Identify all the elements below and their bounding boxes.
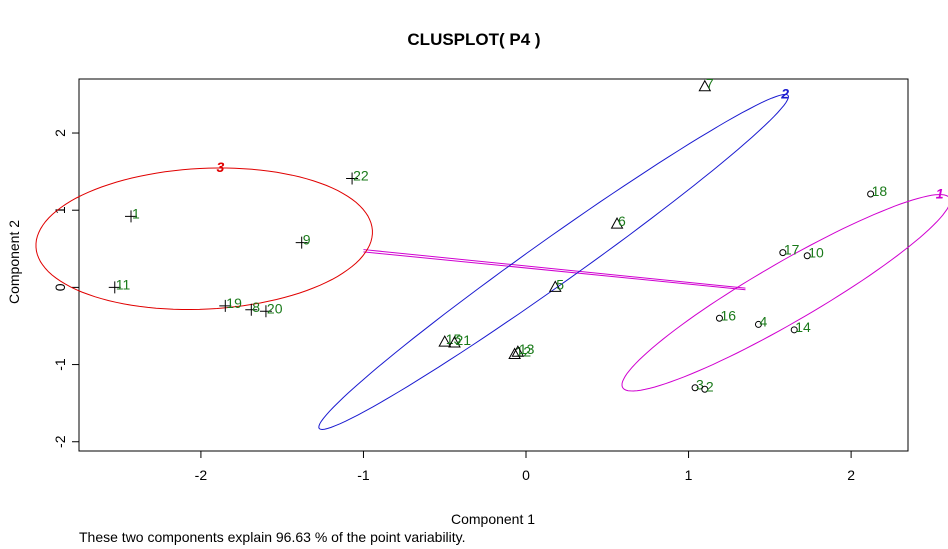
data-point-label-12: 12: [516, 344, 532, 360]
data-point-label-10: 10: [808, 245, 824, 261]
data-point-label-5: 5: [556, 276, 564, 292]
data-point-17: [779, 249, 787, 257]
x-tick-label: -2: [195, 467, 208, 483]
data-point-label-3: 3: [696, 377, 704, 393]
y-tick-label: 1: [52, 206, 68, 214]
data-point-14: [790, 326, 798, 334]
data-point-3: [691, 384, 699, 392]
cluster-2-label: 2: [780, 85, 789, 101]
data-point-label-4: 4: [759, 313, 767, 329]
data-point-label-11: 11: [116, 276, 131, 292]
y-tick-label: 0: [52, 283, 68, 291]
x-tick-label: 1: [685, 467, 693, 483]
data-point-8: [245, 303, 258, 316]
y-tick-label: -1: [52, 358, 68, 371]
data-point-label-8: 8: [252, 299, 260, 315]
y-axis-label: Component 2: [6, 219, 22, 305]
cluster-connector-line: [363, 251, 746, 291]
data-point-10: [803, 252, 811, 260]
data-point-12: [508, 347, 521, 360]
data-point-label-13: 13: [519, 341, 535, 357]
data-point-label-16: 16: [720, 307, 736, 323]
data-point-11: [108, 281, 121, 294]
data-point-15: [438, 335, 452, 347]
x-axis-label: Component 1: [450, 511, 536, 527]
data-point-19: [219, 299, 232, 312]
data-point-label-19: 19: [226, 295, 242, 311]
data-point-label-9: 9: [303, 232, 311, 248]
data-point-16: [715, 314, 723, 322]
x-tick-label: 2: [847, 467, 855, 483]
data-point-label-1: 1: [132, 205, 140, 221]
data-point-13: [511, 345, 525, 357]
cluster-3-ellipse: [35, 167, 373, 310]
data-point-21: [448, 335, 461, 348]
data-point-2: [701, 385, 709, 393]
cluster-3-label: 3: [217, 159, 225, 175]
data-point-label-6: 6: [618, 213, 626, 229]
data-point-18: [867, 190, 875, 198]
y-tick-label: -2: [52, 435, 68, 448]
data-point-label-22: 22: [353, 168, 369, 184]
data-point-20: [259, 305, 272, 318]
data-point-1: [125, 210, 138, 223]
data-point-label-7: 7: [706, 76, 714, 92]
data-point-6: [610, 217, 624, 229]
data-point-label-20: 20: [267, 300, 283, 316]
data-point-22: [346, 172, 359, 185]
data-point-label-18: 18: [872, 183, 888, 199]
cluster-2-ellipse: [318, 93, 790, 431]
variability-caption: These two components explain 96.63 % of …: [79, 529, 466, 545]
data-point-label-14: 14: [795, 319, 811, 335]
data-point-7: [698, 79, 712, 92]
plot-frame: [78, 78, 909, 452]
cluster-connector-line: [363, 249, 746, 289]
chart-title: CLUSPLOT( P4 ): [407, 30, 541, 49]
x-tick-label: -1: [357, 467, 370, 483]
cluster-1-label: 1: [936, 186, 944, 202]
data-point-5: [548, 280, 562, 292]
x-tick-label: 0: [522, 467, 530, 483]
data-point-4: [754, 320, 762, 328]
data-point-label-17: 17: [784, 242, 800, 258]
data-point-9: [295, 236, 308, 249]
y-tick-label: 2: [52, 129, 68, 137]
data-point-label-21: 21: [455, 332, 471, 348]
data-point-label-2: 2: [706, 378, 714, 394]
cluster-1-ellipse: [621, 194, 948, 392]
